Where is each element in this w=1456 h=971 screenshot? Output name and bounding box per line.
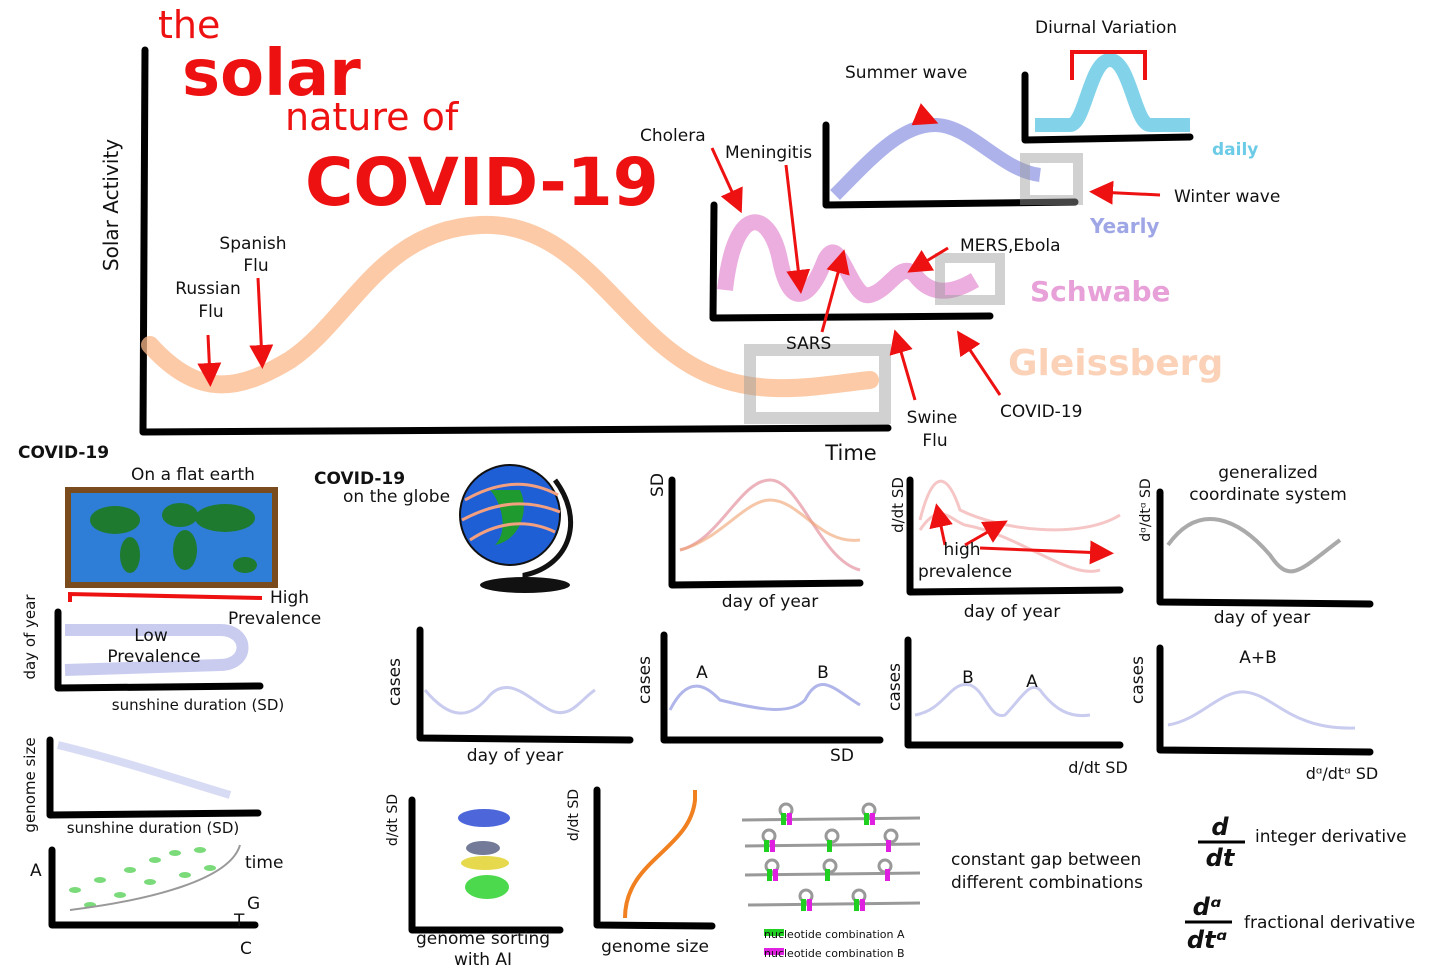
title-solar: solar <box>182 37 361 111</box>
y-axis-label: SD <box>648 473 668 497</box>
legend-entry: nucleotide combination A <box>764 928 905 941</box>
annotation: Meningitis <box>725 143 812 163</box>
y-axis-label: cases <box>1128 656 1148 704</box>
symbol: d <box>1211 813 1229 841</box>
x-axis-label: genome sorting <box>416 929 550 949</box>
symbol: dtᵅ <box>1187 926 1227 954</box>
y-axis-label: cases <box>385 658 405 706</box>
y-axis-label: cases <box>635 656 655 704</box>
annotation: COVID-19 <box>1000 402 1082 422</box>
title-nature: nature of <box>285 95 460 139</box>
label-daily: daily <box>1212 140 1258 160</box>
panel: generalized coordinate system dᵅ/dtᵅ SD … <box>1138 463 1374 628</box>
y-axis-label: d/dt SD <box>566 789 582 841</box>
annotation: High <box>270 588 309 608</box>
y-axis-label: day of year <box>21 594 39 680</box>
annotation: Prevalence <box>228 609 321 629</box>
title-the: the <box>158 3 220 47</box>
label-gleissberg: Gleissberg <box>1008 343 1223 384</box>
x-axis-label: Time <box>824 441 876 465</box>
x-axis-label: genome size <box>601 937 709 957</box>
heading: COVID-19 <box>18 443 109 463</box>
label: A <box>30 861 42 881</box>
x-axis-label: SD <box>830 746 854 766</box>
label: time <box>245 853 283 873</box>
x-axis-label: day of year <box>467 746 563 766</box>
annotation: Flu <box>198 302 223 322</box>
label-yearly: Yearly <box>1089 214 1159 238</box>
annotation: Prevalence <box>107 647 200 667</box>
panel: d/dt SD genome size <box>566 786 716 957</box>
annotation: generalized <box>1218 463 1318 483</box>
legend-entry: nucleotide combination B <box>764 947 905 960</box>
x-axis-label: d/dt SD <box>1068 758 1128 777</box>
label: T <box>233 911 245 931</box>
symbol: dᵅ <box>1193 893 1222 921</box>
annotation: Summer wave <box>845 63 967 83</box>
annotation: Flu <box>243 256 268 276</box>
label: fractional derivative <box>1244 913 1415 933</box>
y-axis-label: d/dt SD <box>889 477 907 533</box>
annotation: Cholera <box>640 126 706 146</box>
y-axis-label: genome size <box>21 737 39 832</box>
x-axis-label: sunshine duration (SD) <box>67 819 240 837</box>
x-axis-label: sunshine duration (SD) <box>112 696 285 714</box>
heading: COVID-19 <box>314 469 405 489</box>
label: A+B <box>1239 648 1277 668</box>
label: A <box>696 663 708 683</box>
annotation: Spanish <box>219 234 286 254</box>
panel: cases A+B dᵅ/dtᵅ SD <box>1128 644 1379 783</box>
x-axis-label: with AI <box>454 950 512 970</box>
panel: cases B A d/dt SD <box>885 636 1128 777</box>
title-covid: COVID-19 <box>305 144 659 221</box>
label: B <box>962 668 974 688</box>
subtitle: on the globe <box>343 487 450 507</box>
panel: d/dt SD genome sorting with AI <box>385 794 564 970</box>
annotation: MERS,Ebola <box>960 236 1061 256</box>
y-axis-label: dᵅ/dtᵅ SD <box>1138 478 1154 541</box>
annotation: Diurnal Variation <box>1035 18 1177 38</box>
x-axis-label: day of year <box>964 602 1060 622</box>
derivatives: d dt integer derivative dᵅ dtᵅ fractiona… <box>1185 813 1415 954</box>
annotation: constant gap between <box>951 850 1141 870</box>
x-axis-label: day of year <box>1214 608 1310 628</box>
annotation: Russian <box>175 279 240 299</box>
annotation: high <box>943 540 980 560</box>
flat-earth: COVID-19 On a flat earth High Prevalence… <box>18 443 321 959</box>
label: C <box>240 939 252 959</box>
annotation: SARS <box>786 334 831 354</box>
y-axis-label: cases <box>885 663 905 711</box>
annotation: Low <box>134 626 168 646</box>
annotation: Swine <box>907 408 958 428</box>
y-axis-label: d/dt SD <box>385 794 401 846</box>
annotation: Flu <box>922 431 947 451</box>
annotation: Winter wave <box>1174 187 1280 207</box>
annotation: coordinate system <box>1189 485 1347 505</box>
globe: COVID-19 on the globe <box>314 464 574 593</box>
y-axis-label: Solar Activity <box>99 139 123 271</box>
main-chart: Solar Activity Time Russian Flu Spanish … <box>99 18 1280 465</box>
x-axis-label: dᵅ/dtᵅ SD <box>1306 764 1379 783</box>
annotation: different combinations <box>951 873 1143 893</box>
label: integer derivative <box>1255 827 1407 847</box>
x-axis-label: day of year <box>722 592 818 612</box>
panel: cases A B SD <box>635 631 884 766</box>
label: G <box>247 894 260 914</box>
label-schwabe: Schwabe <box>1030 275 1171 308</box>
panel: SD day of year <box>648 473 864 612</box>
nucleotides: nucleotide combination A nucleotide comb… <box>741 802 1143 960</box>
annotation: prevalence <box>918 562 1012 582</box>
symbol: dt <box>1206 844 1236 872</box>
panel: cases day of year <box>385 626 634 766</box>
label: B <box>817 663 829 683</box>
panel: d/dt SD high prevalence day of year <box>889 476 1124 622</box>
subtitle: On a flat earth <box>131 465 255 485</box>
label: A <box>1026 672 1038 692</box>
